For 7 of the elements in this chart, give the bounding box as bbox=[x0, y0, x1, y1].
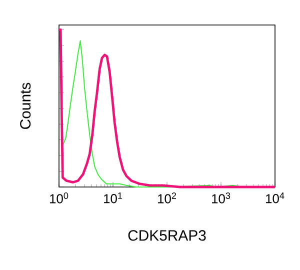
x-tick-label: 10$^{1}$ bbox=[104, 192, 122, 204]
x-tick-label: 10$^{2}$ bbox=[158, 192, 176, 204]
y-axis-title: Counts bbox=[20, 82, 31, 129]
x-tick-label: 10$^{3}$ bbox=[212, 192, 230, 204]
x-tick-label: 10$^{0}$ bbox=[50, 192, 68, 204]
x-tick-label: 10$^{4}$ bbox=[266, 192, 284, 204]
x-axis-title: CDK5RAP3 bbox=[128, 230, 206, 241]
